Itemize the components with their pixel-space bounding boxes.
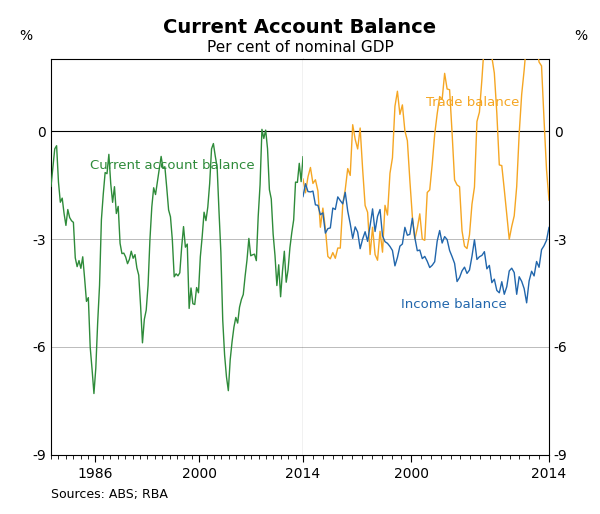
Text: Trade balance: Trade balance — [426, 96, 520, 109]
Text: %: % — [574, 29, 587, 43]
Text: Income balance: Income balance — [401, 298, 507, 311]
Text: Current Account Balance: Current Account Balance — [163, 18, 437, 37]
Text: %: % — [19, 29, 32, 43]
Text: Sources: ABS; RBA: Sources: ABS; RBA — [51, 488, 168, 501]
Text: Per cent of nominal GDP: Per cent of nominal GDP — [206, 40, 394, 55]
Text: Current account balance: Current account balance — [89, 159, 254, 173]
